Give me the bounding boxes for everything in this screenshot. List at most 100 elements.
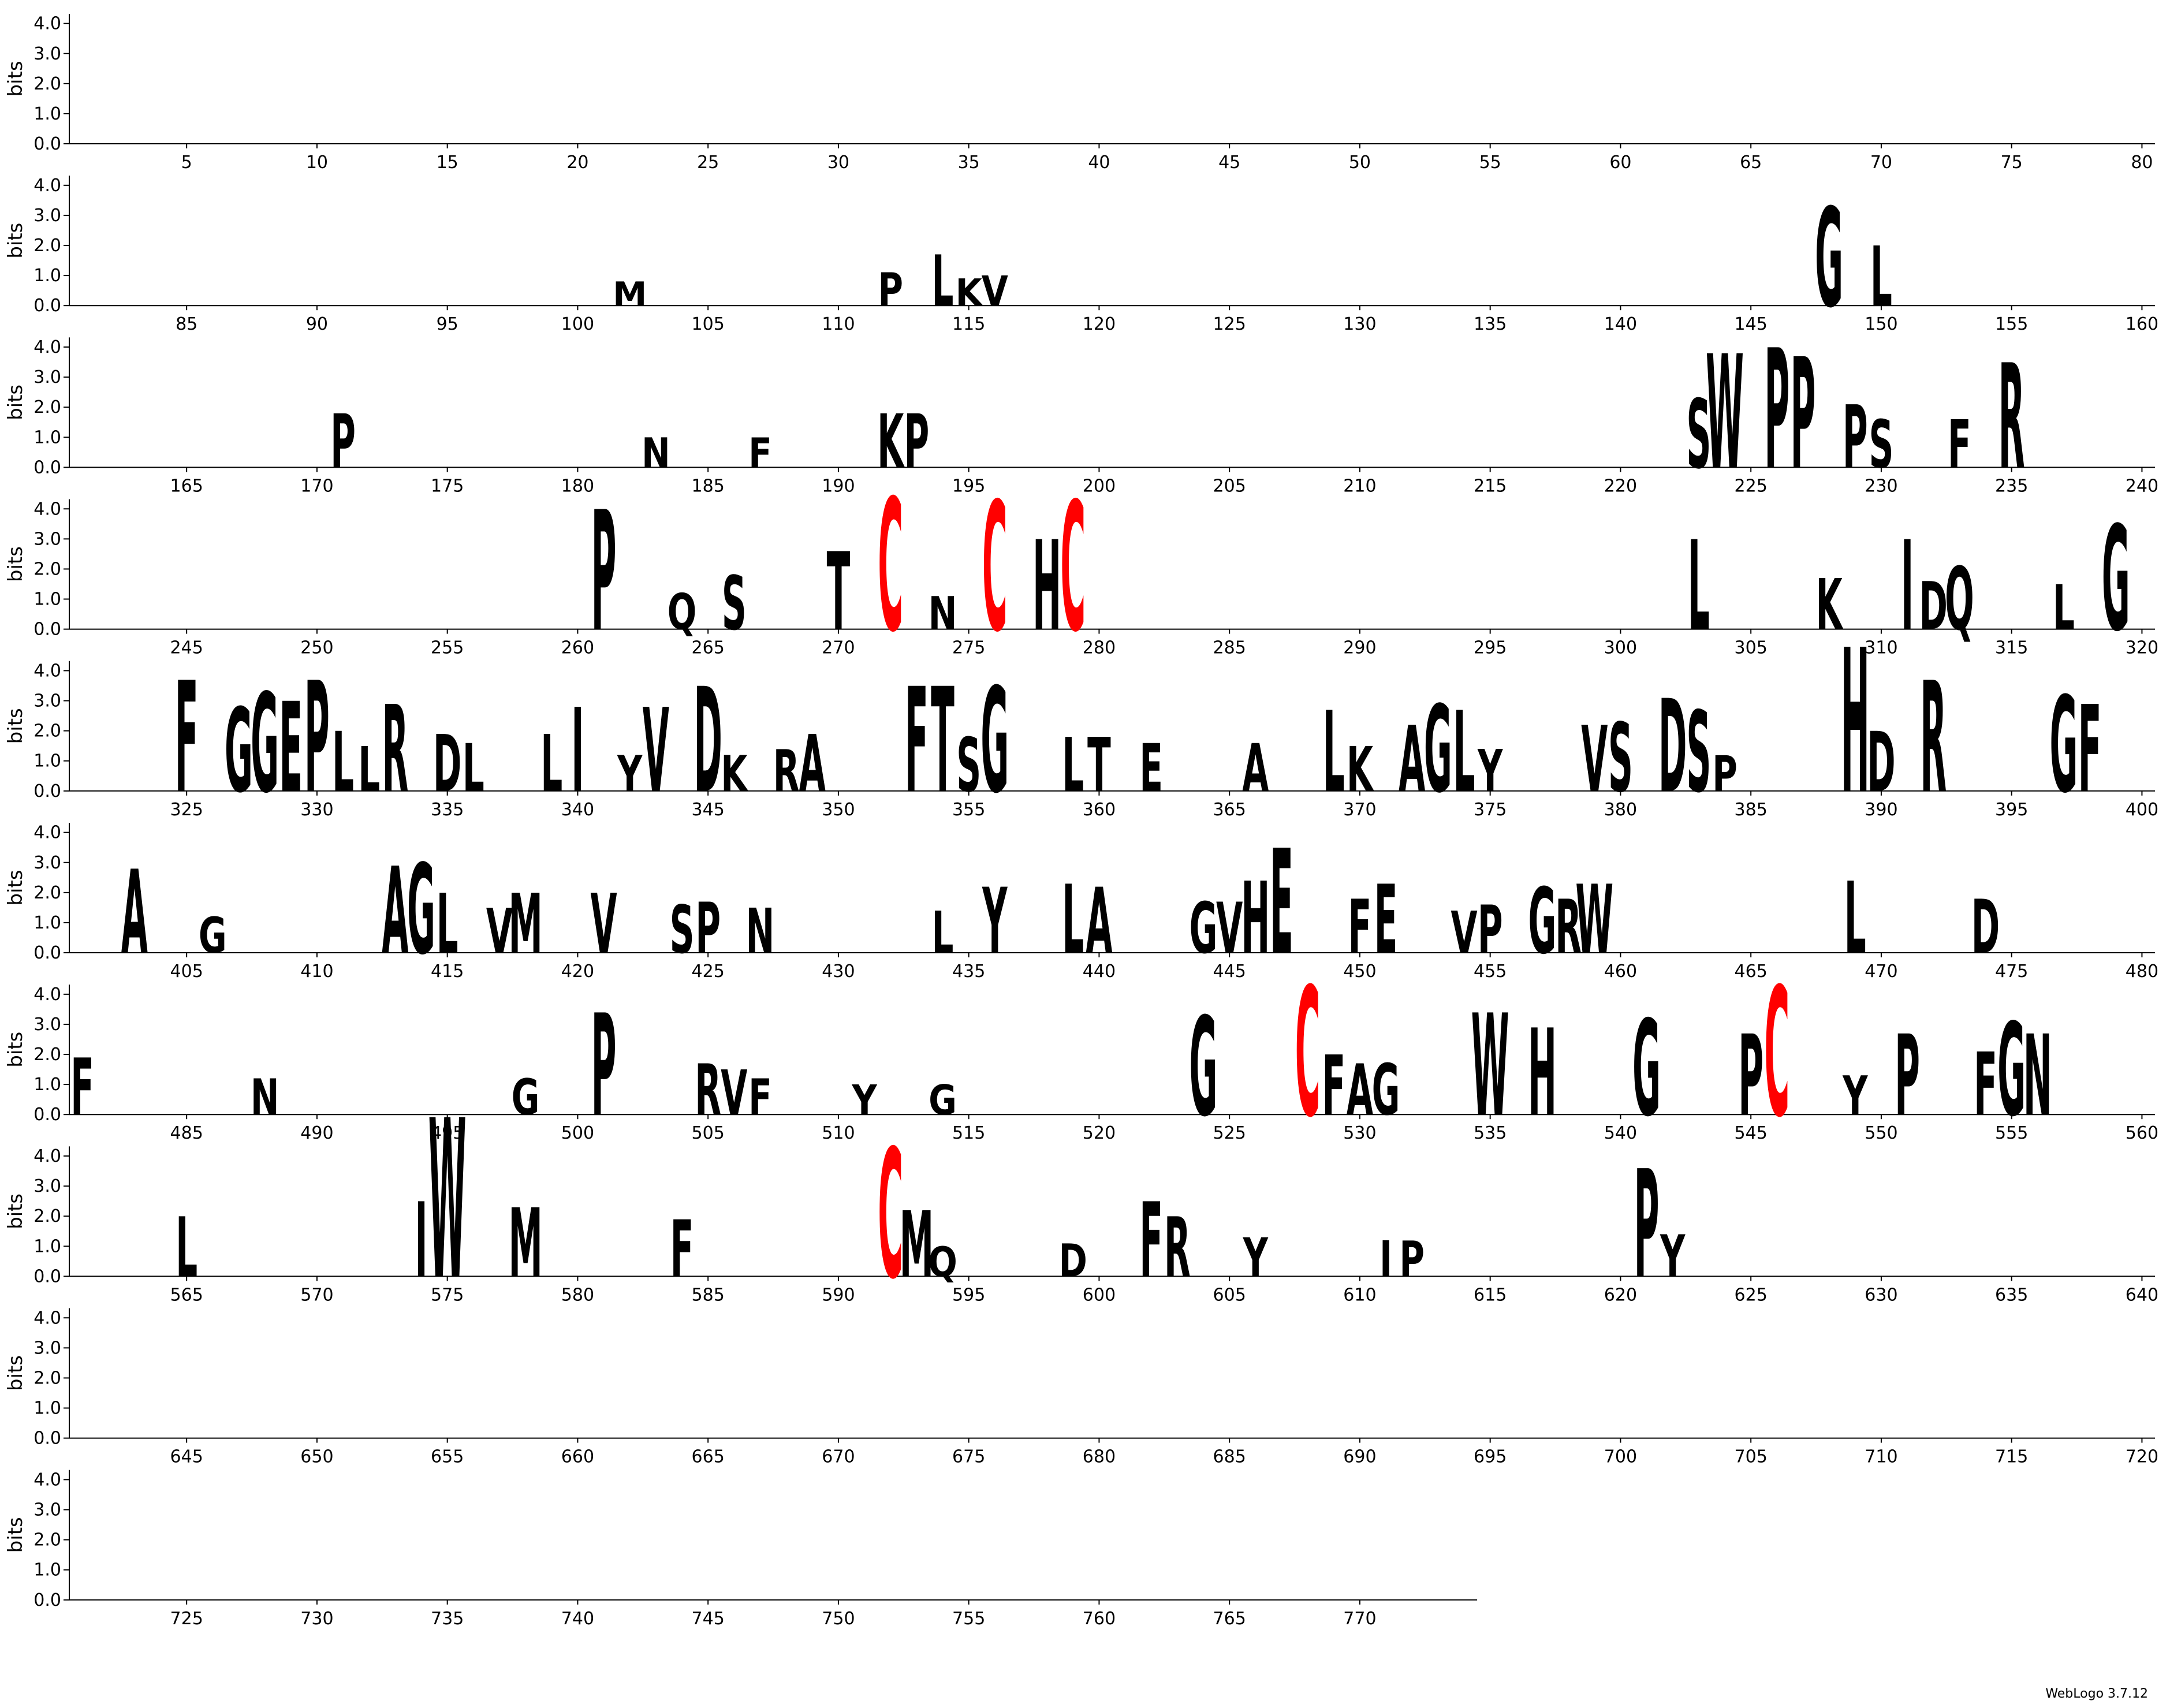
logo-letter: D xyxy=(433,718,461,810)
logo-letter: P xyxy=(304,650,330,828)
logo-letter: F xyxy=(1322,1038,1345,1134)
y-axis-label: bits xyxy=(4,1355,27,1391)
y-tick-label: 0.0 xyxy=(33,296,61,316)
logo-letter: F xyxy=(1348,884,1372,971)
x-tick-label: 135 xyxy=(1474,314,1507,334)
logo-letter: Q xyxy=(1945,549,1974,650)
x-tick-label: 745 xyxy=(692,1609,725,1629)
y-tick-label: 4.0 xyxy=(33,499,61,519)
logo-letter: M xyxy=(508,1189,542,1299)
x-tick-label: 485 xyxy=(170,1123,203,1143)
x-tick-label: 700 xyxy=(1604,1447,1637,1467)
x-tick-label: 490 xyxy=(300,1123,333,1143)
x-tick-label: 10 xyxy=(306,152,328,173)
logo-letter: T xyxy=(931,657,954,825)
x-tick-label: 530 xyxy=(1343,1123,1376,1143)
x-tick-label: 455 xyxy=(1474,961,1507,982)
x-tick-label: 710 xyxy=(1865,1447,1897,1467)
x-tick-label: 285 xyxy=(1213,638,1246,658)
logo-letter: I xyxy=(415,1182,427,1301)
x-tick-label: 195 xyxy=(952,476,985,496)
x-tick-label: 90 xyxy=(306,314,328,334)
x-tick-label: 565 xyxy=(170,1285,203,1305)
y-tick-label: 0.0 xyxy=(33,1590,61,1610)
logo-letter: K xyxy=(1816,564,1844,646)
x-tick-label: 45 xyxy=(1218,152,1240,173)
logo-letter: W xyxy=(1706,323,1744,505)
logo-letter: G xyxy=(2102,495,2130,663)
y-axis-label: bits xyxy=(4,61,27,96)
x-tick-label: 315 xyxy=(1995,638,2028,658)
x-tick-label: 550 xyxy=(1865,1123,1897,1143)
x-tick-label: 105 xyxy=(692,314,725,334)
x-tick-label: 165 xyxy=(170,476,203,496)
logo-letter: L xyxy=(1688,515,1710,659)
x-tick-label: 390 xyxy=(1865,800,1897,820)
x-tick-label: 190 xyxy=(822,476,855,496)
logo-letter: W xyxy=(1575,865,1613,975)
y-tick-label: 3.0 xyxy=(33,367,61,387)
x-tick-label: 380 xyxy=(1604,800,1637,820)
x-tick-label: 445 xyxy=(1213,961,1246,982)
logo-panel: bits 0.0 1.0 2.0 3.0 4.0 645 650 655 660 665 670 675… xyxy=(4,1308,2158,1467)
y-tick-label: 0.0 xyxy=(33,781,61,801)
x-tick-label: 535 xyxy=(1474,1123,1507,1143)
logo-letter: A xyxy=(1086,869,1112,974)
x-tick-label: 330 xyxy=(300,800,333,820)
logo-letter: K xyxy=(956,271,983,315)
x-tick-label: 295 xyxy=(1474,638,1507,658)
x-tick-label: 35 xyxy=(958,152,980,173)
y-tick-label: 3.0 xyxy=(33,206,61,226)
x-tick-label: 525 xyxy=(1213,1123,1246,1143)
logo-letter: P xyxy=(1764,315,1789,506)
logo-letter: E xyxy=(1139,730,1163,807)
x-tick-label: 705 xyxy=(1735,1447,1768,1467)
y-tick-label: 0.0 xyxy=(33,1266,61,1286)
x-tick-label: 465 xyxy=(1735,961,1768,982)
x-tick-label: 150 xyxy=(1865,314,1897,334)
x-tick-label: 100 xyxy=(561,314,594,334)
logo-letter: W xyxy=(1471,984,1509,1148)
logo-letter: S xyxy=(1608,703,1633,814)
y-tick-label: 3.0 xyxy=(33,529,61,549)
logo-panel: bits 0.0 1.0 2.0 3.0 4.0 5 10 15 20 25 30 35 40 45 50 55… xyxy=(4,14,2155,173)
logo-letter: F xyxy=(748,1069,772,1127)
logo-letter: K xyxy=(721,746,748,803)
y-tick-label: 0.0 xyxy=(33,134,61,154)
logo-letter: L xyxy=(1062,722,1084,808)
x-tick-label: 540 xyxy=(1604,1123,1637,1143)
x-tick-label: 385 xyxy=(1735,800,1768,820)
logo-letter: R xyxy=(1164,1200,1191,1296)
y-tick-label: 1.0 xyxy=(33,427,61,447)
logo-letter: F xyxy=(2078,680,2102,819)
logo-letter: G xyxy=(407,838,435,982)
logo-letter: G xyxy=(251,665,279,823)
x-tick-label: 240 xyxy=(2126,476,2158,496)
logo-letter: A xyxy=(1242,730,1269,807)
y-tick-label: 2.0 xyxy=(33,1045,61,1065)
x-tick-label: 300 xyxy=(1604,638,1637,658)
x-tick-label: 280 xyxy=(1083,638,1116,658)
logo-letter: L xyxy=(1323,688,1345,817)
y-tick-label: 3.0 xyxy=(33,1015,61,1035)
x-tick-label: 480 xyxy=(2126,961,2158,982)
logo-panel: bits 0.0 1.0 2.0 3.0 4.0 565 570 575 580 585 590 595… xyxy=(4,1074,2158,1328)
y-tick-label: 3.0 xyxy=(33,853,61,873)
logo-letter: K xyxy=(877,398,905,485)
y-tick-label: 2.0 xyxy=(33,883,61,903)
x-tick-label: 695 xyxy=(1474,1447,1507,1467)
logo-letter: L xyxy=(463,730,484,807)
logo-letter: L xyxy=(1453,688,1475,817)
x-tick-label: 225 xyxy=(1735,476,1768,496)
logo-panel: bits 0.0 1.0 2.0 3.0 4.0 165 170 175 180 185 190 195… xyxy=(4,315,2158,506)
x-tick-label: 600 xyxy=(1083,1285,1116,1305)
y-tick-label: 2.0 xyxy=(33,721,61,741)
y-axis-label: bits xyxy=(4,708,27,744)
y-tick-label: 4.0 xyxy=(33,661,61,681)
logo-panel: bits 0.0 1.0 2.0 3.0 4.0 245 250 255 260 265 270 275… xyxy=(4,461,2158,672)
x-tick-label: 245 xyxy=(170,638,203,658)
logo-letter: R xyxy=(382,680,408,819)
logo-letter: R xyxy=(1920,650,1947,828)
logo-letter: Q xyxy=(668,584,697,642)
